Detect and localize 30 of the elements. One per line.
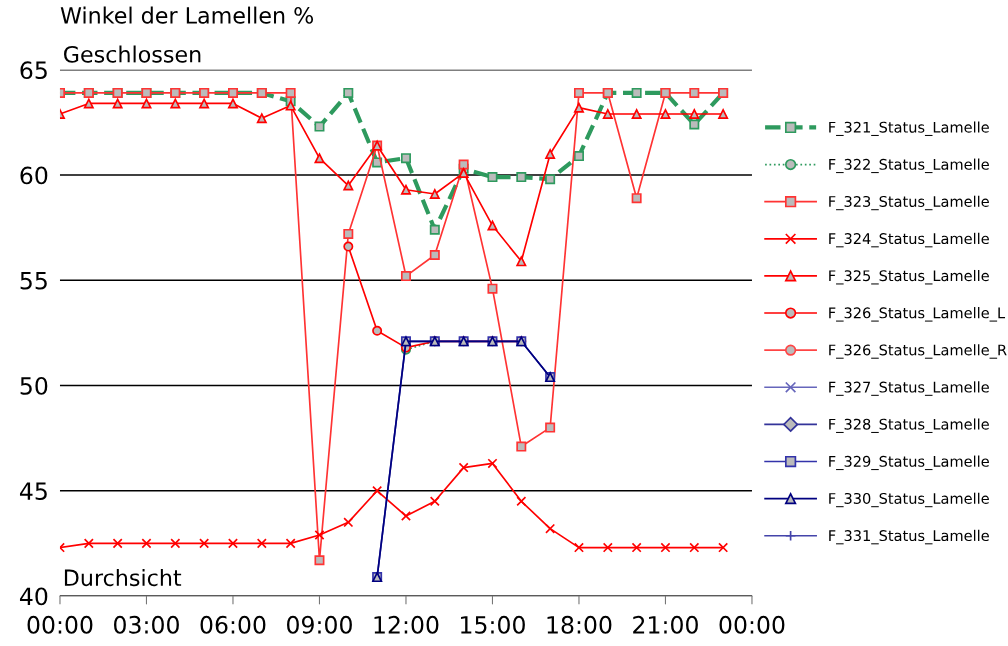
x-tick-label: 06:00	[200, 615, 266, 634]
x-tick-label: 12:00	[374, 615, 439, 634]
y-tick-label: 60	[20, 166, 48, 185]
legend-label: F_331_Status_Lamelle	[829, 529, 989, 545]
legend-label: F_326_Status_Lamelle_L	[829, 307, 1006, 322]
x-tick-label: 00:00	[719, 615, 785, 634]
legend-label: F_330_Status_Lamelle	[829, 492, 989, 508]
y-tick-label: 45	[19, 482, 47, 501]
x-tick-label: 15:00	[461, 615, 525, 634]
legend-label: F_321_Status_Lamelle	[829, 121, 989, 136]
y-tick-label: 50	[20, 376, 48, 395]
y-axis-title: Winkel der Lamellen %	[60, 6, 314, 24]
legend-label: F_325_Status_Lamelle	[829, 269, 989, 285]
x-tick-label: 09:00	[287, 615, 352, 634]
legend-label: F_326_Status_Lamelle_R	[829, 344, 1007, 359]
y-tick-label: 55	[20, 272, 47, 290]
legend-label: F_329_Status_Lamelle	[829, 455, 989, 471]
y-tick-label: 65	[20, 61, 47, 80]
legend-label: F_328_Status_Lamelle	[829, 418, 989, 433]
y-tick-label: 40	[19, 587, 48, 606]
x-tick-label: 00:00	[27, 615, 93, 634]
x-tick-label: 21:00	[633, 615, 698, 634]
legend-label: F_323_Status_Lamelle	[829, 195, 989, 211]
text: Geschlossen	[64, 45, 201, 63]
annotation: Durchsicht	[64, 568, 182, 587]
x-tick-label: 18:00	[547, 615, 612, 634]
legend-label: F_322_Status_Lamelle	[829, 158, 989, 174]
legend-label: F_324_Status_Lamelle	[829, 232, 989, 248]
legend-label: F_327_Status_Lamelle	[829, 381, 989, 396]
x-tick-label: 03:00	[114, 615, 179, 634]
